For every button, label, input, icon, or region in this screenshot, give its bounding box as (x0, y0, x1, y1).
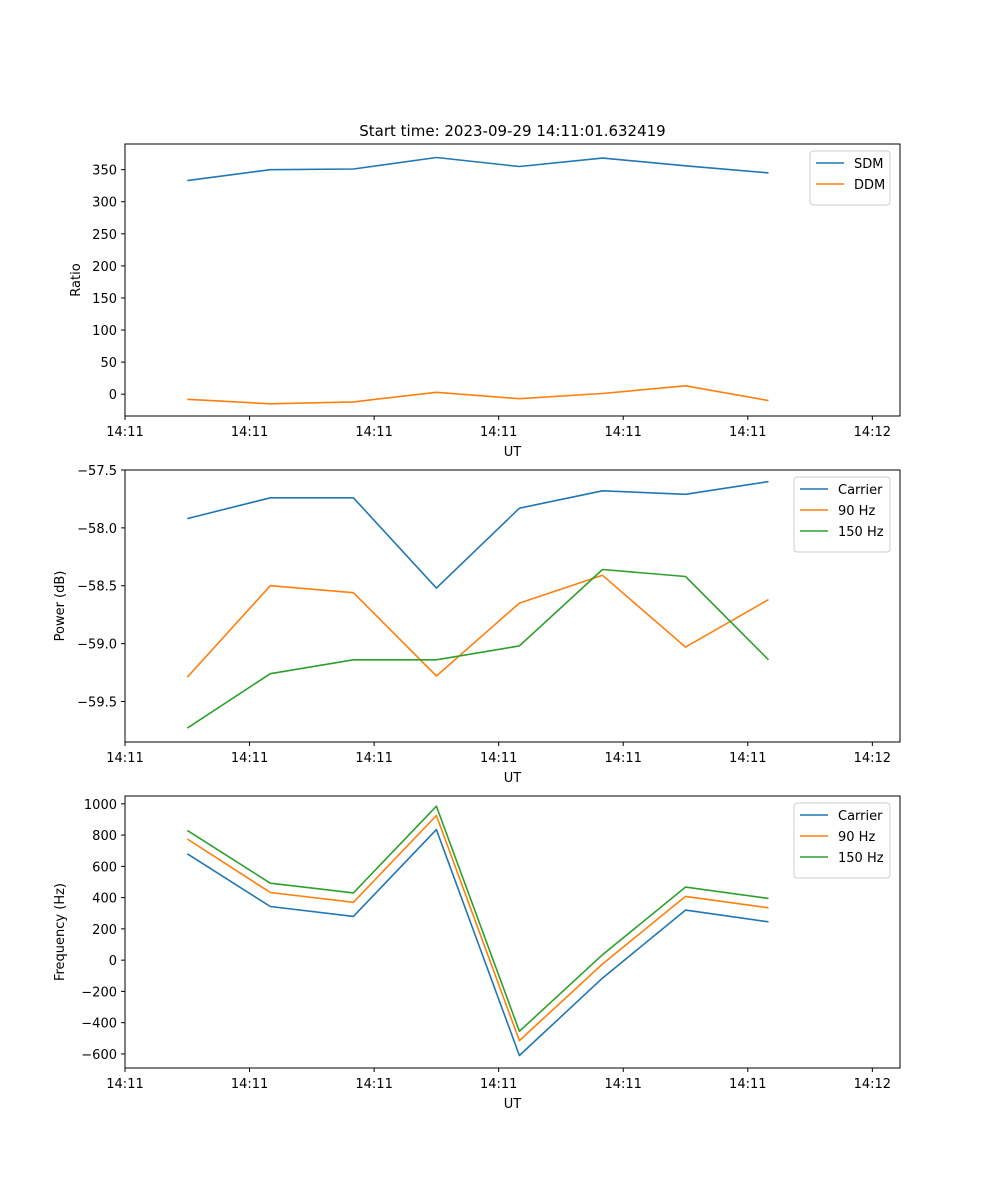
panel-3: 14:11 14:11 14:11 14:11 14:11 14:11 14:12 UT −60… (53, 795, 901, 1112)
y-tick-label: 800 (92, 829, 117, 844)
series-line-150-hz (186, 805, 769, 1033)
x-tick-label: 14:11 (106, 425, 143, 440)
x-tick-label: 14:11 (106, 1077, 143, 1092)
x-tick-label: 14:11 (355, 751, 392, 766)
x-axis-label: UT (504, 445, 522, 460)
legend-entry: Carrier (838, 809, 883, 824)
legend: SDM DDM (809, 150, 891, 206)
series-line-ddm (187, 384, 769, 405)
axes-frame (124, 795, 901, 1069)
y-tick-label: 300 (92, 196, 117, 211)
y-tick-label: −57.5 (77, 464, 117, 479)
legend-entry: 150 Hz (838, 851, 884, 866)
legend-entry: 90 Hz (838, 830, 875, 845)
x-tick-label: 14:11 (604, 425, 641, 440)
legend-entry: Carrier (838, 483, 883, 498)
y-tick-label: −59.0 (77, 638, 117, 653)
y-tick-label: 200 (92, 260, 117, 275)
x-tick-label: 14:11 (480, 425, 517, 440)
legend: Carrier 90 Hz 150 Hz (793, 802, 891, 879)
x-tick-label: 14:11 (355, 1077, 392, 1092)
y-tick-label: −200 (81, 985, 117, 1000)
axes-frame (124, 469, 901, 743)
axes-frame (124, 143, 901, 417)
legend-entry: DDM (854, 178, 885, 193)
x-axis-label: UT (504, 1097, 522, 1112)
series-line-150-hz (186, 568, 770, 729)
x-tick-label: 14:11 (231, 751, 268, 766)
x-tick-label: 14:12 (854, 425, 891, 440)
y-tick-label: 1000 (84, 798, 117, 813)
panel-2: 14:11 14:11 14:11 14:11 14:11 14:11 14:12 UT −57… (53, 464, 901, 786)
x-tick-label: 14:11 (729, 1077, 766, 1092)
panel-1: Start time: 2023-09-29 14:11:01.632419 14… (69, 122, 901, 460)
y-tick-label: 50 (100, 356, 117, 371)
x-tick-label: 14:11 (729, 425, 766, 440)
x-tick-label: 14:11 (604, 751, 641, 766)
x-tick-label: 14:12 (854, 1077, 891, 1092)
x-tick-label: 14:11 (231, 425, 268, 440)
y-tick-label: 0 (109, 954, 117, 969)
y-axis-label: Frequency (Hz) (53, 883, 68, 981)
y-tick-label: 100 (92, 324, 117, 339)
x-tick-label: 14:11 (604, 1077, 641, 1092)
x-tick-label: 14:12 (854, 751, 891, 766)
x-tick-label: 14:11 (480, 1077, 517, 1092)
series-line-90-hz (186, 574, 769, 678)
y-tick-label: 350 (92, 164, 117, 179)
legend-entry: SDM (854, 157, 883, 172)
legend-entry: 90 Hz (838, 504, 875, 519)
series-line-carrier (187, 480, 769, 589)
y-tick-label: −58.5 (77, 580, 117, 595)
y-tick-label: −59.5 (77, 695, 117, 710)
x-axis-label: UT (504, 771, 522, 786)
y-tick-label: 250 (92, 228, 117, 243)
y-tick-label: 0 (109, 388, 117, 403)
y-axis-label: Power (dB) (53, 571, 68, 642)
y-tick-label: 200 (92, 923, 117, 938)
y-tick-label: 150 (92, 292, 117, 307)
series-line-90-hz (186, 814, 769, 1042)
x-tick-label: 14:11 (106, 751, 143, 766)
legend-box (793, 476, 891, 553)
y-tick-label: −58.0 (77, 522, 117, 537)
legend: Carrier 90 Hz 150 Hz (793, 476, 891, 553)
y-tick-label: −400 (81, 1017, 117, 1032)
x-tick-label: 14:11 (480, 751, 517, 766)
x-tick-label: 14:11 (231, 1077, 268, 1092)
legend-entry: 150 Hz (838, 525, 884, 540)
y-axis-label: Ratio (69, 263, 84, 296)
legend-box (793, 802, 891, 879)
legend-box (809, 150, 891, 206)
y-tick-label: 400 (92, 892, 117, 907)
x-tick-label: 14:11 (729, 751, 766, 766)
chart-title: Start time: 2023-09-29 14:11:01.632419 (359, 122, 665, 140)
series-line-carrier (186, 828, 769, 1057)
y-tick-label: −600 (81, 1048, 117, 1063)
x-tick-label: 14:11 (355, 425, 392, 440)
y-tick-label: 600 (92, 860, 117, 875)
series-line-sdm (187, 156, 769, 182)
